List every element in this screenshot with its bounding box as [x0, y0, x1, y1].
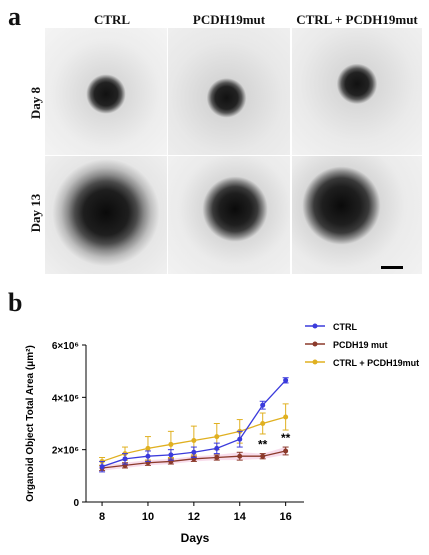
data-point — [214, 455, 220, 461]
x-tick-label: 12 — [188, 511, 200, 523]
data-point — [260, 453, 266, 459]
micrograph-ctrl-pcdh19mut-day13 — [292, 156, 422, 274]
line-chart: 8 10 12 14 16 0 2×10⁶ 4×10⁶ 6×10⁶ Days Organoid Ob… — [0, 300, 429, 550]
data-point — [191, 438, 197, 444]
micrograph-ctrl-day8 — [45, 28, 167, 155]
data-point — [168, 441, 174, 447]
column-header-pcdh19mut: PCDH19mut — [192, 12, 266, 27]
x-tick-label: 14 — [234, 511, 247, 523]
legend-label: PCDH19 mut — [333, 340, 388, 350]
micrograph-pcdh19mut-day8 — [168, 28, 290, 155]
legend-label: CTRL + PCDH19mut — [333, 358, 419, 368]
data-point — [283, 377, 289, 383]
x-tick-label: 16 — [280, 511, 292, 523]
data-point — [214, 434, 220, 440]
y-tick-label: 4×10⁶ — [52, 393, 79, 404]
data-point — [99, 464, 105, 470]
data-point — [260, 402, 266, 408]
y-tick-label: 6×10⁶ — [52, 341, 79, 352]
data-point — [283, 448, 289, 454]
data-point — [191, 449, 197, 455]
micrograph-pcdh19mut-day13 — [168, 156, 290, 274]
legend-label: CTRL — [333, 322, 357, 332]
row-header-day-13: Day 13 — [28, 193, 43, 233]
row-header-day-8: Day 8 — [28, 86, 43, 120]
legend-swatch-marker — [312, 323, 318, 329]
data-point — [214, 445, 220, 451]
column-header-ctrl-plus-pcdh19mut: CTRL + PCDH19mut — [296, 12, 418, 27]
significance-mark: ** — [258, 437, 268, 451]
x-axis-title: Days — [181, 531, 210, 545]
data-point — [122, 456, 128, 462]
legend-swatch-marker — [312, 341, 318, 347]
y-tick-label: 0 — [73, 498, 79, 509]
y-axis-title: Organoid Object Total Area (μm²) — [25, 345, 36, 502]
panel-a-letter: a — [8, 2, 21, 31]
data-point — [283, 414, 289, 420]
data-point — [237, 453, 243, 459]
data-point — [145, 453, 151, 459]
legend-swatch-marker — [312, 359, 318, 365]
scale-bar — [381, 266, 403, 269]
data-point — [237, 436, 243, 442]
micrograph-ctrl-pcdh19mut-day8 — [292, 28, 422, 155]
data-point — [168, 452, 174, 458]
panel-b-letter: b — [8, 288, 23, 317]
series-0 — [99, 377, 289, 473]
y-tick-label: 2×10⁶ — [52, 446, 79, 457]
micrograph-ctrl-day13 — [45, 156, 167, 274]
column-header-ctrl: CTRL — [93, 12, 131, 27]
x-tick-label: 8 — [99, 511, 105, 523]
data-point — [145, 445, 151, 451]
line-chart-svg: 8 10 12 14 16 0 2×10⁶ 4×10⁶ 6×10⁶ Days Organoid Ob… — [25, 322, 419, 545]
x-tick-label: 10 — [142, 511, 154, 523]
significance-mark: ** — [281, 431, 291, 445]
data-point — [260, 421, 266, 426]
